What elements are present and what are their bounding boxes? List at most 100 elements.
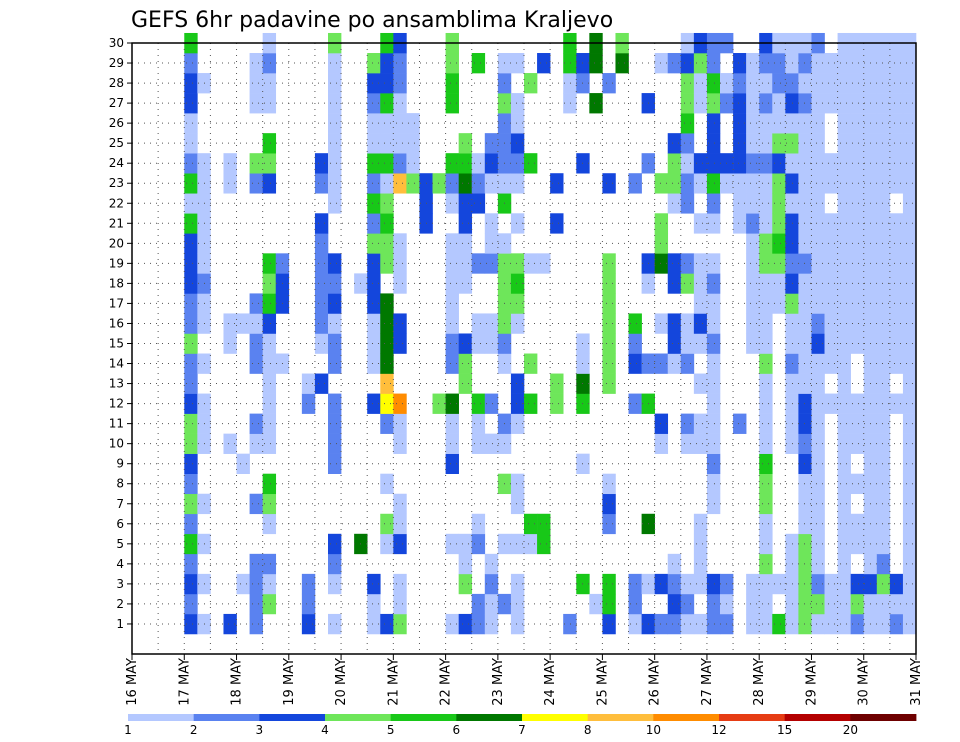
heatmap-cell (759, 233, 773, 254)
heatmap-cell (380, 213, 394, 234)
legend-label: 5 (387, 723, 395, 737)
heatmap-cell (746, 573, 760, 595)
heatmap-cell (654, 313, 669, 334)
heatmap-cell (393, 533, 407, 555)
heatmap-cell (249, 53, 263, 74)
heatmap-cell (876, 593, 891, 615)
x-axis: 16 MAY 17 MAY 18 MAY 19 MAY 20 MAY 21 MAY 22 M… (125, 654, 924, 706)
heatmap-cell (184, 293, 198, 314)
heatmap-cell (510, 573, 525, 595)
heatmap-cell (406, 133, 420, 154)
heatmap-cell (380, 53, 394, 74)
heatmap-cell (406, 153, 420, 174)
heatmap-cell (628, 613, 642, 635)
heatmap-cell (876, 313, 891, 334)
heatmap-cell (249, 593, 263, 615)
heatmap-cell (589, 593, 603, 615)
heatmap-cell (759, 253, 773, 274)
heatmap-cell (811, 253, 825, 274)
heatmap-cell (746, 53, 760, 74)
heatmap-cell (798, 113, 812, 134)
heatmap-cell (876, 613, 891, 635)
heatmap-cell (902, 613, 917, 635)
y-tick-label: 7 (116, 497, 124, 511)
heatmap-cell (746, 193, 760, 214)
heatmap-cell (223, 173, 237, 194)
heatmap-cell (328, 113, 342, 134)
heatmap-cell (876, 53, 891, 74)
heatmap-cell (458, 193, 473, 214)
heatmap-cell (380, 133, 394, 154)
heatmap-cell (889, 113, 904, 134)
heatmap-cell (262, 393, 277, 414)
heatmap-cell (850, 233, 865, 254)
heatmap-cell (772, 133, 786, 154)
heatmap-cell (628, 573, 642, 595)
y-tick-label: 4 (116, 557, 124, 571)
heatmap-cell (236, 313, 250, 334)
heatmap-cell (680, 53, 695, 74)
heatmap-cell (184, 93, 198, 114)
heatmap-cell (602, 613, 616, 635)
heatmap-cell (524, 393, 538, 414)
heatmap-cell (837, 213, 851, 234)
heatmap-cell (811, 133, 825, 154)
heatmap-cell (471, 533, 486, 555)
y-tick-label: 2 (116, 597, 124, 611)
heatmap-cell (746, 233, 760, 254)
heatmap-cell (667, 253, 682, 274)
heatmap-cell (746, 153, 760, 174)
y-tick-label: 26 (109, 116, 124, 130)
heatmap-cell (367, 173, 381, 194)
heatmap-cell (876, 233, 891, 254)
heatmap-cell (510, 253, 525, 274)
heatmap-cell (510, 153, 525, 174)
heatmap-cell (706, 273, 721, 294)
heatmap-cell (811, 113, 825, 134)
heatmap-cell (811, 493, 825, 515)
heatmap-cell (445, 193, 459, 214)
heatmap-cell (798, 193, 812, 214)
heatmap-cell (510, 593, 525, 615)
heatmap-cell (393, 613, 407, 635)
heatmap-cell (602, 373, 616, 394)
heatmap-cell (772, 53, 786, 74)
x-tick-label: 18 MAY (230, 658, 245, 706)
heatmap-cell (746, 253, 760, 274)
heatmap-cell (328, 573, 342, 595)
heatmap-cell (772, 233, 786, 254)
plot-frame (131, 42, 917, 655)
heatmap-cell (837, 273, 851, 294)
heatmap-cell (484, 153, 499, 174)
heatmap-cell (458, 533, 473, 555)
heatmap-cell (367, 333, 381, 354)
heatmap-cell (550, 213, 564, 234)
heatmap-cell (393, 133, 407, 154)
heatmap-cell (484, 433, 499, 454)
heatmap-cell (393, 433, 407, 454)
heatmap-cell (811, 533, 825, 555)
heatmap-cell (628, 333, 642, 354)
heatmap-cell (380, 613, 394, 635)
legend-label: 12 (711, 723, 726, 737)
heatmap-cell (563, 53, 577, 74)
chart-title: GEFS 6hr padavine po ansamblima Kraljevo (131, 8, 613, 33)
heatmap-cell (680, 313, 695, 334)
heatmap-cell (524, 153, 538, 174)
heatmap-cell (262, 413, 277, 434)
heatmap-cell (837, 393, 851, 414)
heatmap-cell (445, 613, 459, 635)
heatmap-cell (680, 353, 695, 374)
heatmap-cell (798, 133, 812, 154)
heatmap-cell (314, 333, 329, 354)
heatmap-cell (654, 353, 669, 374)
heatmap-cell (837, 593, 851, 615)
heatmap-cell (458, 613, 473, 635)
heatmap-cell (393, 593, 407, 615)
heatmap-cell (850, 413, 865, 434)
heatmap-cell (301, 593, 316, 615)
heatmap-cell (759, 173, 773, 194)
heatmap-cell (367, 93, 381, 114)
heatmap-cell (510, 273, 525, 294)
heatmap-cell (680, 613, 695, 635)
